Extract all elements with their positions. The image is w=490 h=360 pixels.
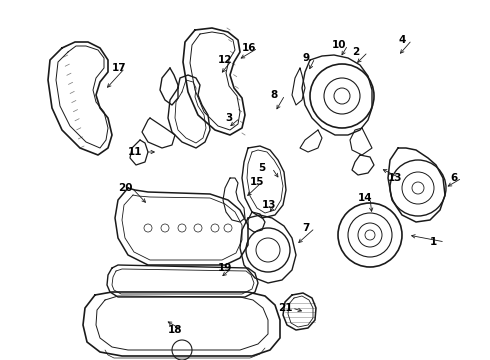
- Text: 12: 12: [218, 55, 232, 65]
- Text: 2: 2: [352, 47, 359, 57]
- Text: 10: 10: [332, 40, 346, 50]
- Text: 18: 18: [168, 325, 182, 335]
- Text: 13: 13: [388, 173, 402, 183]
- Text: 16: 16: [242, 43, 256, 53]
- Text: 6: 6: [450, 173, 457, 183]
- Text: 15: 15: [250, 177, 265, 187]
- Text: 19: 19: [218, 263, 232, 273]
- Text: 13: 13: [262, 200, 276, 210]
- Text: 9: 9: [302, 53, 309, 63]
- Text: 5: 5: [258, 163, 265, 173]
- Text: 21: 21: [278, 303, 293, 313]
- Text: 11: 11: [128, 147, 143, 157]
- Text: 8: 8: [270, 90, 277, 100]
- Text: 7: 7: [302, 223, 309, 233]
- Text: 1: 1: [430, 237, 437, 247]
- Text: 4: 4: [398, 35, 405, 45]
- Text: 20: 20: [118, 183, 132, 193]
- Text: 14: 14: [358, 193, 372, 203]
- Text: 3: 3: [225, 113, 232, 123]
- Text: 17: 17: [112, 63, 126, 73]
